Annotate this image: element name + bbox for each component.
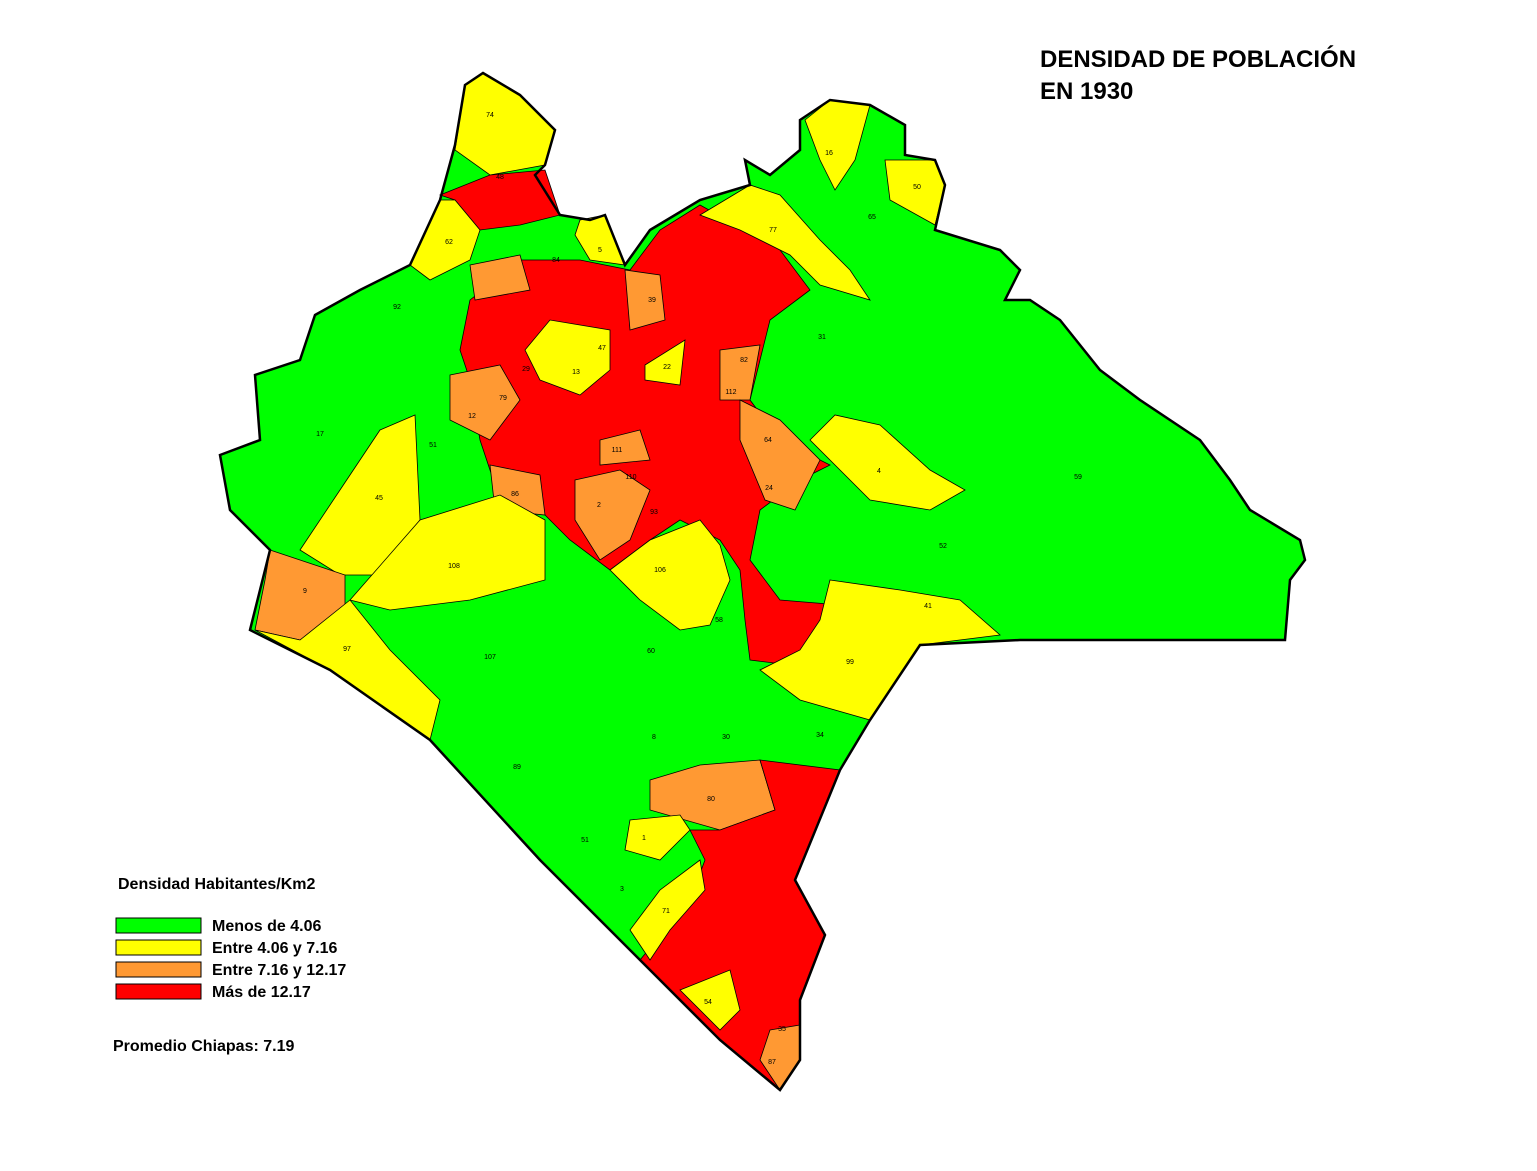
legend-label: Más de 12.17 bbox=[212, 984, 311, 1001]
note: Promedio Chiapas: 7.19 bbox=[113, 1038, 294, 1055]
municipality-label: 71 bbox=[662, 908, 670, 915]
municipality bbox=[624, 814, 691, 861]
municipality bbox=[739, 399, 821, 511]
municipality bbox=[454, 72, 556, 176]
municipality-label: 60 bbox=[647, 648, 655, 655]
municipality-label: 77 bbox=[769, 227, 777, 234]
municipality bbox=[299, 414, 421, 576]
municipality-label: 34 bbox=[816, 732, 824, 739]
municipality-label: 13 bbox=[572, 369, 580, 376]
legend-swatch bbox=[115, 917, 202, 934]
municipality-label: 51 bbox=[581, 837, 589, 844]
municipality-label: 107 bbox=[484, 654, 496, 661]
municipality-label: 52 bbox=[939, 543, 947, 550]
municipality-label: 84 bbox=[552, 257, 560, 264]
municipality-label: 80 bbox=[707, 796, 715, 803]
municipality bbox=[629, 859, 706, 961]
municipality-label: 110 bbox=[625, 474, 636, 481]
municipality bbox=[624, 269, 666, 331]
municipality-label: 106 bbox=[654, 567, 666, 574]
municipality bbox=[644, 339, 686, 386]
municipality-label: 39 bbox=[648, 297, 656, 304]
municipality-label: 4 bbox=[877, 468, 881, 475]
municipality-label: 74 bbox=[486, 112, 494, 119]
municipality-label: 86 bbox=[511, 491, 519, 498]
municipality-label: 79 bbox=[499, 395, 507, 402]
municipality-label: 35 bbox=[778, 1026, 786, 1033]
municipality bbox=[679, 969, 741, 1031]
municipality bbox=[469, 254, 531, 301]
municipality-label: 16 bbox=[825, 150, 833, 157]
municipality-label: 29 bbox=[522, 366, 530, 373]
municipality-label: 89 bbox=[513, 764, 521, 771]
municipality bbox=[609, 519, 731, 631]
municipality-label: 108 bbox=[448, 563, 460, 570]
legend: Menos de 4.06 Entre 4.06 y 7.16 Entre 7.16… bbox=[115, 917, 346, 1001]
municipality-label: 58 bbox=[715, 617, 723, 624]
municipality-label: 82 bbox=[740, 357, 748, 364]
legend-title: Densidad Habitantes/Km2 bbox=[118, 876, 315, 893]
municipality-label: 111 bbox=[612, 447, 623, 454]
municipality-label: 9 bbox=[303, 588, 307, 595]
municipality bbox=[574, 469, 651, 561]
map-subtitle: EN 1930 bbox=[1040, 78, 1133, 105]
municipality-label: 47 bbox=[598, 345, 606, 352]
municipality-label: 112 bbox=[725, 389, 736, 396]
municipality-label: 50 bbox=[913, 184, 921, 191]
map-title: DENSIDAD DE POBLACIÓN bbox=[1040, 45, 1356, 73]
municipality-label: 41 bbox=[924, 603, 932, 610]
municipality-label: 64 bbox=[764, 437, 772, 444]
municipality bbox=[699, 184, 871, 301]
municipality-label: 48 bbox=[496, 174, 504, 181]
municipality-label: 8 bbox=[652, 734, 656, 741]
municipality-label: 2 bbox=[597, 502, 601, 509]
municipality-label: 24 bbox=[765, 485, 773, 492]
municipality bbox=[599, 429, 651, 466]
municipality-label: 3 bbox=[620, 886, 624, 893]
municipality bbox=[809, 414, 966, 511]
municipality-label: 5 bbox=[598, 247, 602, 254]
municipality bbox=[349, 494, 546, 611]
municipality-label: 22 bbox=[663, 364, 671, 371]
legend-label: Entre 4.06 y 7.16 bbox=[212, 940, 338, 957]
municipality-label: 1 bbox=[642, 835, 646, 842]
municipality bbox=[449, 364, 521, 441]
legend-swatch bbox=[115, 961, 202, 978]
municipality-label: 30 bbox=[722, 734, 730, 741]
municipality-label: 62 bbox=[445, 239, 453, 246]
municipality-label: 45 bbox=[375, 495, 383, 502]
municipality-label: 31 bbox=[818, 334, 826, 341]
state-outline bbox=[218, 71, 1307, 1092]
municipality bbox=[524, 319, 611, 396]
municipality-label: 92 bbox=[393, 304, 401, 311]
legend-swatch bbox=[115, 983, 202, 1000]
municipality-label: 87 bbox=[768, 1059, 776, 1066]
municipality-label: 93 bbox=[650, 509, 658, 516]
regions bbox=[218, 71, 1307, 1092]
municipality-label: 17 bbox=[316, 431, 324, 438]
municipality-label: 97 bbox=[343, 646, 351, 653]
region-labels: 7448625843977165065923122134729791211282… bbox=[303, 112, 1082, 1066]
legend-label: Entre 7.16 y 12.17 bbox=[212, 962, 346, 979]
municipality-label: 12 bbox=[468, 413, 476, 420]
municipality bbox=[719, 344, 761, 401]
municipality-label: 54 bbox=[704, 999, 712, 1006]
municipality-label: 99 bbox=[846, 659, 854, 666]
municipality-label: 51 bbox=[429, 442, 437, 449]
legend-swatch bbox=[115, 939, 202, 956]
municipality-label: 65 bbox=[868, 214, 876, 221]
legend-label: Menos de 4.06 bbox=[212, 918, 321, 935]
municipality-label: 59 bbox=[1074, 474, 1082, 481]
